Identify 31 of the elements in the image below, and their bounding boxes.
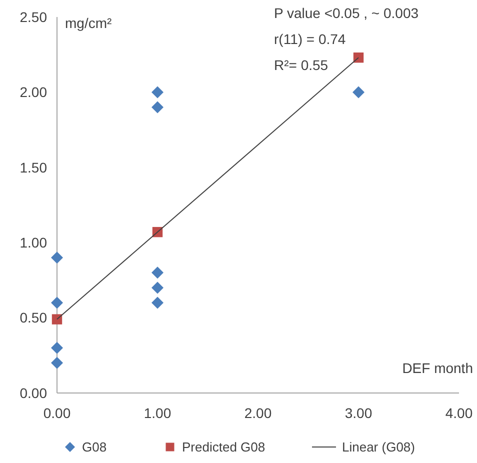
point bbox=[152, 296, 164, 309]
y-tick-label: 0.50 bbox=[20, 310, 48, 326]
legend-label: Linear (G08) bbox=[342, 440, 415, 455]
y-tick-label: 2.50 bbox=[20, 8, 48, 25]
annotation: P value <0.05 , ~ 0.003 bbox=[274, 5, 419, 21]
point bbox=[51, 296, 63, 309]
y-tick-label: 2.00 bbox=[20, 84, 48, 100]
point bbox=[51, 252, 63, 264]
point bbox=[152, 282, 164, 294]
y-tick-label: 1.00 bbox=[20, 234, 48, 250]
point bbox=[152, 101, 164, 114]
x-tick-label: 4.00 bbox=[445, 405, 473, 421]
y-tick-label: 1.50 bbox=[20, 159, 48, 176]
point bbox=[152, 86, 164, 98]
point bbox=[353, 52, 364, 63]
x-tick-label: 2.00 bbox=[244, 405, 272, 421]
point bbox=[352, 86, 364, 98]
annotation: R²= 0.55 bbox=[274, 57, 328, 73]
x-tick-label: 3.00 bbox=[344, 405, 372, 421]
x-tick-label: 1.00 bbox=[144, 405, 172, 421]
legend-label: Predicted G08 bbox=[182, 440, 266, 455]
y-tick-label: 0.00 bbox=[20, 384, 48, 401]
y-axis-title: mg/cm² bbox=[65, 14, 112, 31]
point bbox=[52, 314, 62, 324]
x-tick-label: 0.00 bbox=[43, 405, 71, 421]
point bbox=[51, 342, 63, 354]
annotation: r(11) = 0.74 bbox=[274, 31, 346, 47]
point bbox=[152, 266, 164, 279]
point bbox=[51, 356, 63, 369]
x-axis-title: DEF month bbox=[402, 360, 473, 376]
legend-label: G08 bbox=[82, 440, 107, 455]
